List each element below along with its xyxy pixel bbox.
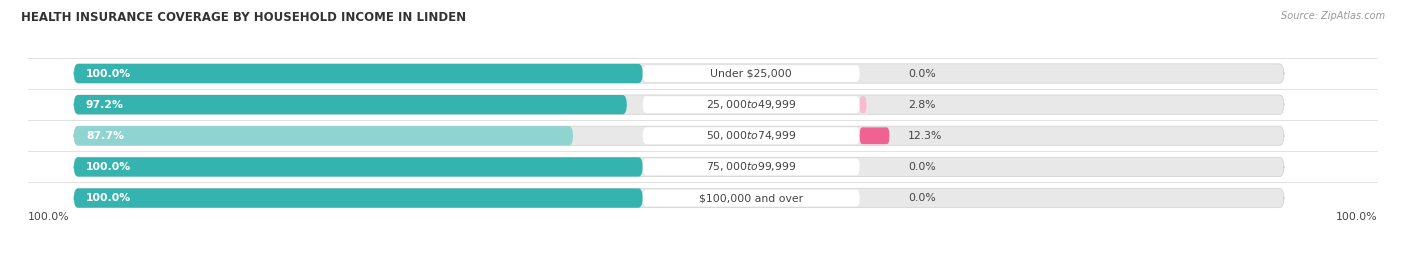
Text: 100.0%: 100.0% <box>86 193 131 203</box>
FancyBboxPatch shape <box>75 188 1284 208</box>
FancyBboxPatch shape <box>75 64 643 83</box>
Text: 97.2%: 97.2% <box>86 100 124 110</box>
Text: 100.0%: 100.0% <box>1336 212 1378 222</box>
Text: Source: ZipAtlas.com: Source: ZipAtlas.com <box>1281 11 1385 21</box>
FancyBboxPatch shape <box>643 158 859 175</box>
FancyBboxPatch shape <box>859 127 890 144</box>
FancyBboxPatch shape <box>75 188 643 208</box>
Text: 12.3%: 12.3% <box>908 131 942 141</box>
Text: 0.0%: 0.0% <box>908 193 935 203</box>
FancyBboxPatch shape <box>75 95 627 114</box>
FancyBboxPatch shape <box>643 96 859 113</box>
FancyBboxPatch shape <box>643 190 859 207</box>
Text: HEALTH INSURANCE COVERAGE BY HOUSEHOLD INCOME IN LINDEN: HEALTH INSURANCE COVERAGE BY HOUSEHOLD I… <box>21 11 467 24</box>
FancyBboxPatch shape <box>75 157 1284 177</box>
Text: 100.0%: 100.0% <box>86 162 131 172</box>
Text: 0.0%: 0.0% <box>908 162 935 172</box>
Text: $75,000 to $99,999: $75,000 to $99,999 <box>706 160 796 173</box>
Text: 100.0%: 100.0% <box>28 212 70 222</box>
FancyBboxPatch shape <box>643 127 859 144</box>
Text: $50,000 to $74,999: $50,000 to $74,999 <box>706 129 796 142</box>
Text: 0.0%: 0.0% <box>908 69 935 79</box>
Text: 87.7%: 87.7% <box>86 131 124 141</box>
FancyBboxPatch shape <box>643 65 859 82</box>
Text: 2.8%: 2.8% <box>908 100 935 110</box>
Text: Under $25,000: Under $25,000 <box>710 69 792 79</box>
FancyBboxPatch shape <box>75 95 1284 114</box>
FancyBboxPatch shape <box>859 96 866 113</box>
FancyBboxPatch shape <box>75 126 1284 146</box>
FancyBboxPatch shape <box>75 126 574 146</box>
Text: $100,000 and over: $100,000 and over <box>699 193 803 203</box>
Text: $25,000 to $49,999: $25,000 to $49,999 <box>706 98 796 111</box>
FancyBboxPatch shape <box>75 157 643 177</box>
FancyBboxPatch shape <box>75 64 1284 83</box>
Text: 100.0%: 100.0% <box>86 69 131 79</box>
